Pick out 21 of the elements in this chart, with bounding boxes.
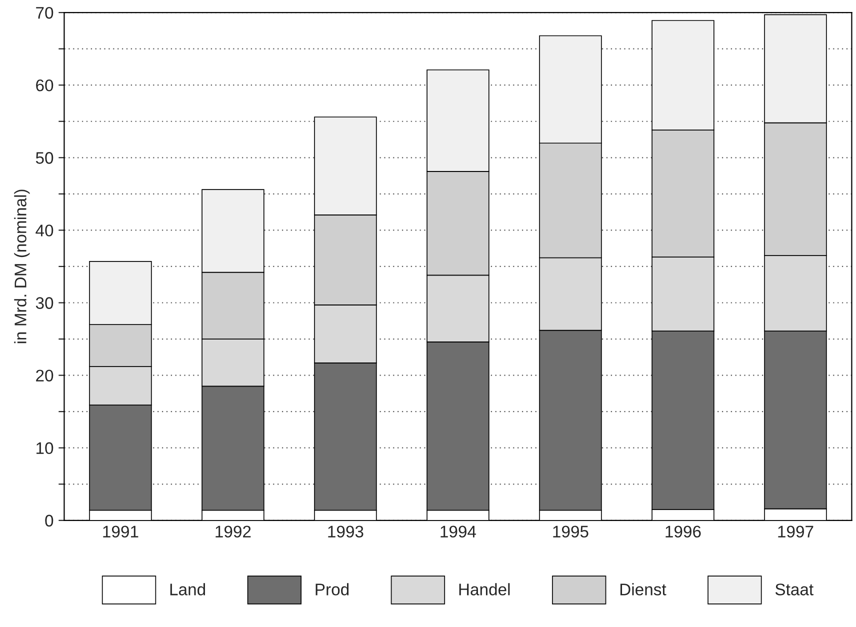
legend-label: Handel	[459, 583, 510, 596]
y-axis-title: in Mrd. DM (nominal)	[14, 190, 30, 344]
y-tick-label: 40	[36, 224, 54, 236]
y-tick-label: 0	[45, 514, 54, 527]
legend-label: Dienst	[620, 583, 666, 596]
x-tick-label: 1993	[328, 526, 364, 538]
x-tick-label: 1992	[216, 526, 251, 538]
y-tick-label: 20	[36, 370, 54, 382]
x-tick-label: 1997	[778, 526, 814, 538]
legend-label: Land	[170, 583, 206, 596]
x-tick-label: 1996	[666, 526, 701, 538]
legend-label: Prod	[316, 583, 349, 596]
x-tick-label: 1995	[553, 526, 588, 538]
x-tick-label: 1994	[440, 526, 476, 538]
y-tick-label: 10	[36, 442, 54, 454]
legend-label: Staat	[775, 584, 814, 596]
y-tick-label: 70	[36, 6, 54, 19]
y-tick-label: 50	[36, 152, 54, 164]
x-tick-label: 1991	[103, 526, 138, 538]
y-tick-label: 60	[36, 79, 54, 92]
y-tick-label: 30	[36, 297, 54, 309]
